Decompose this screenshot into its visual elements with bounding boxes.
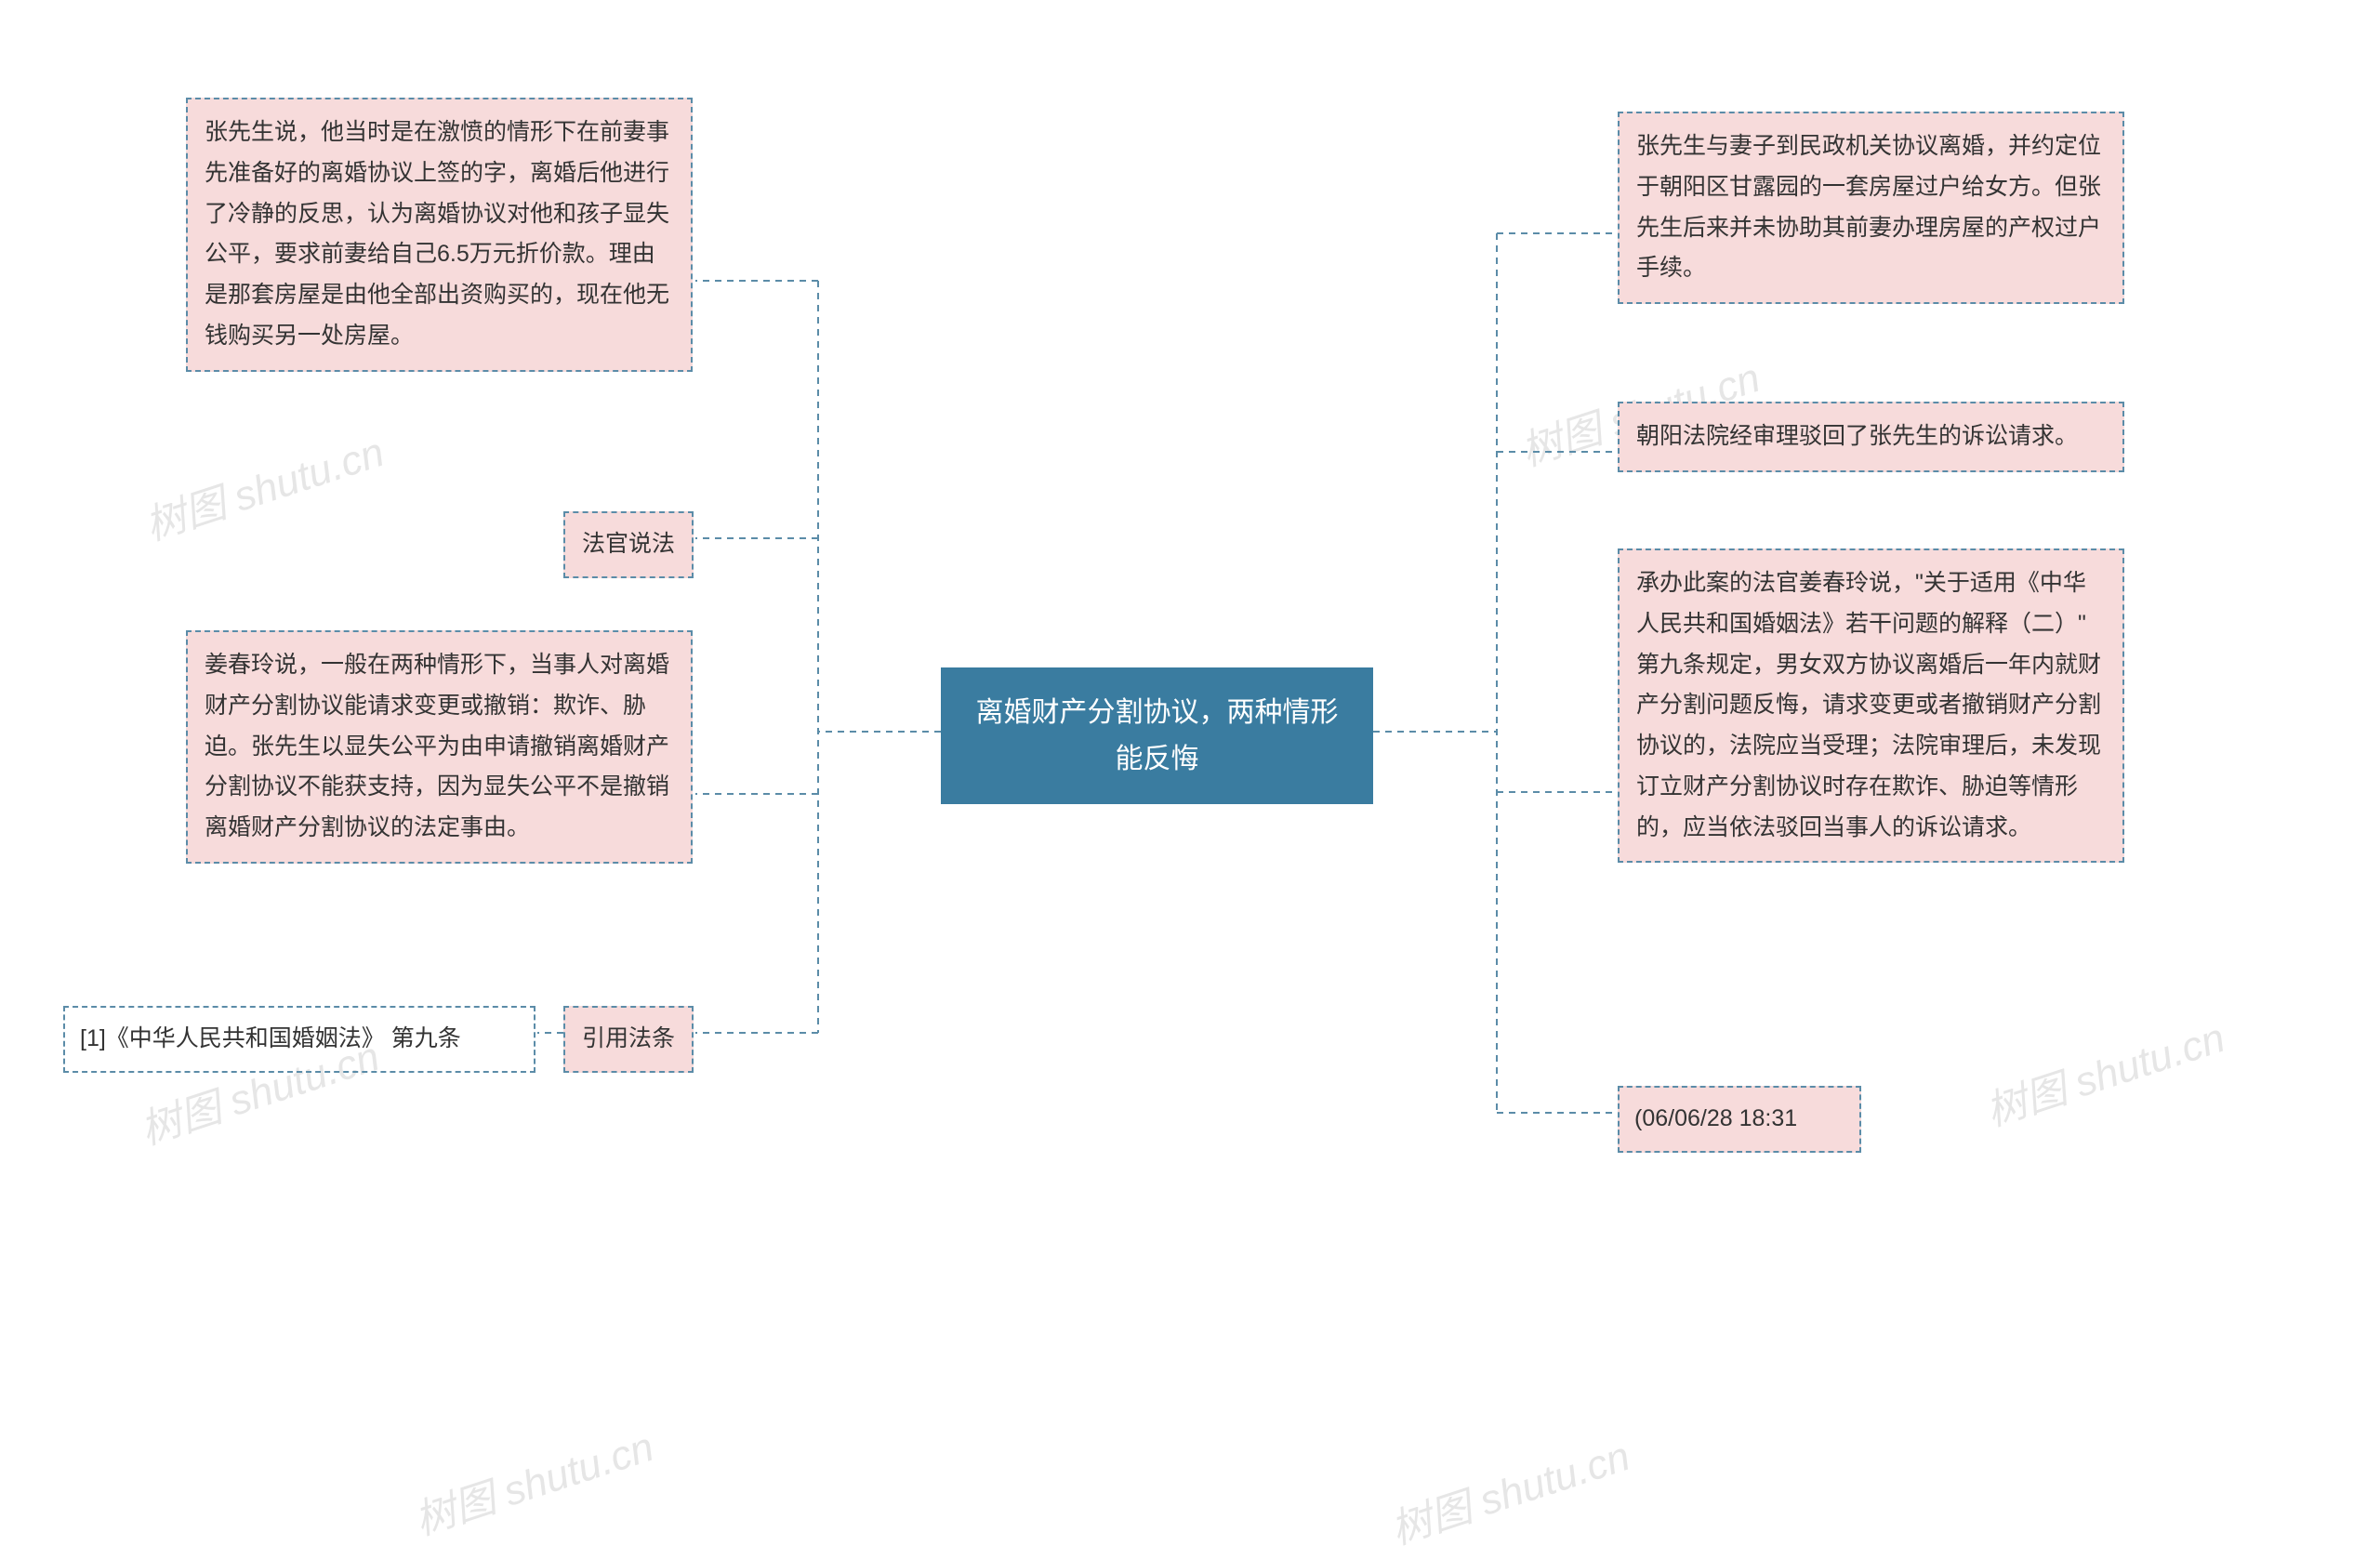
node-text: 朝阳法院经审理驳回了张先生的诉讼请求。 bbox=[1636, 423, 2078, 449]
node-text: 引用法条 bbox=[582, 1025, 675, 1051]
node-text: 法官说法 bbox=[582, 531, 675, 557]
node-text: 承办此案的法官姜春玲说，"关于适用《中华人民共和国婚姻法》若干问题的解释（二）"… bbox=[1636, 570, 2101, 840]
node-text: 姜春玲说，一般在两种情形下，当事人对离婚财产分割协议能请求变更或撤销：欺诈、胁迫… bbox=[205, 652, 669, 840]
watermark: 树图 shutu.cn bbox=[406, 1413, 660, 1546]
watermark: 树图 shutu.cn bbox=[1382, 1422, 1636, 1555]
node-text: [1]《中华人民共和国婚姻法》 第九条 bbox=[80, 1025, 461, 1051]
watermark: 树图 shutu.cn bbox=[137, 418, 390, 551]
right-node-3: 承办此案的法官姜春玲说，"关于适用《中华人民共和国婚姻法》若干问题的解释（二）"… bbox=[1618, 548, 2124, 863]
mindmap-center: 离婚财产分割协议，两种情形能反悔 bbox=[941, 667, 1373, 804]
right-node-4: (06/06/28 18:31 bbox=[1618, 1086, 1861, 1153]
center-text: 离婚财产分割协议，两种情形能反悔 bbox=[976, 697, 1339, 774]
left-node-1: 张先生说，他当时是在激愤的情形下在前妻事先准备好的离婚协议上签的字，离婚后他进行… bbox=[186, 98, 693, 372]
right-node-1: 张先生与妻子到民政机关协议离婚，并约定位于朝阳区甘露园的一套房屋过户给女方。但张… bbox=[1618, 112, 2124, 304]
left-node-4-child: [1]《中华人民共和国婚姻法》 第九条 bbox=[63, 1006, 536, 1073]
left-node-4: 引用法条 bbox=[563, 1006, 694, 1073]
right-node-2: 朝阳法院经审理驳回了张先生的诉讼请求。 bbox=[1618, 402, 2124, 472]
left-node-2: 法官说法 bbox=[563, 511, 694, 578]
node-text: (06/06/28 18:31 bbox=[1634, 1105, 1797, 1131]
node-text: 张先生与妻子到民政机关协议离婚，并约定位于朝阳区甘露园的一套房屋过户给女方。但张… bbox=[1636, 133, 2101, 281]
left-node-3: 姜春玲说，一般在两种情形下，当事人对离婚财产分割协议能请求变更或撤销：欺诈、胁迫… bbox=[186, 630, 693, 864]
node-text: 张先生说，他当时是在激愤的情形下在前妻事先准备好的离婚协议上签的字，离婚后他进行… bbox=[205, 119, 669, 349]
watermark: 树图 shutu.cn bbox=[1977, 1004, 2231, 1137]
